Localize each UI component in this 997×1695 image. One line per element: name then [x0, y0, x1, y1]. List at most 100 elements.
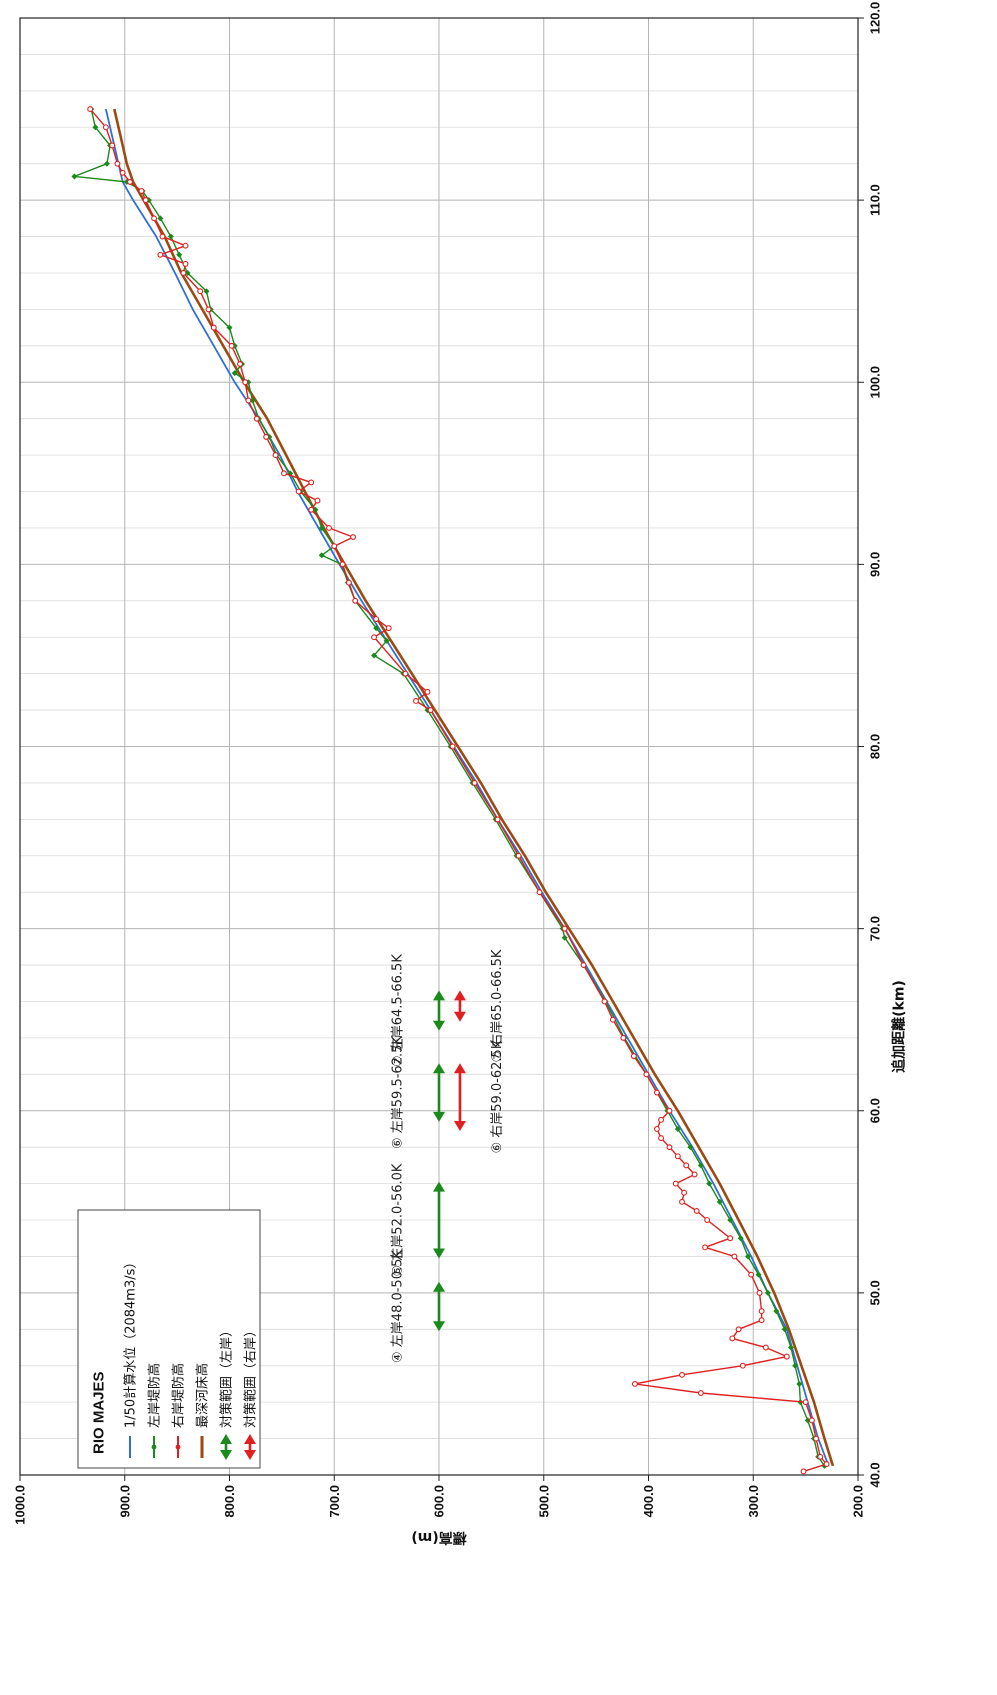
right-bank-point [87, 106, 94, 113]
right-bank-point [515, 852, 522, 859]
right-bank-point [237, 361, 243, 367]
right-bank-point [242, 379, 249, 386]
right-bank-point [658, 1116, 665, 1123]
right-bank-point [630, 1053, 637, 1060]
right-bank-point [402, 670, 409, 677]
right-bank-point [691, 1171, 698, 1178]
right-bank-point [413, 698, 419, 704]
right-bank-point [823, 1461, 830, 1468]
right-bank-point [295, 488, 302, 495]
range-arrow-1-head-top [433, 1281, 445, 1292]
right-bank-point [494, 816, 501, 823]
right-bank-point [314, 497, 321, 504]
range-arrow-6-head-bottom [453, 1011, 466, 1022]
y-axis-title: 標高(m) [411, 1529, 466, 1546]
right-bank-point [679, 1371, 685, 1378]
left-bank-point [804, 1417, 811, 1424]
right-bank-point [748, 1271, 755, 1278]
right-bank-point [653, 1126, 660, 1132]
range-arrow-6-head-top [453, 990, 466, 1001]
right-bank-point [371, 634, 378, 641]
range-label-5: ⑥ 右岸59.0-62.5K [490, 1040, 505, 1153]
right-bank-point [813, 1435, 820, 1442]
right-bank-point [253, 415, 260, 422]
left-bank-point [706, 1180, 713, 1187]
left-bank-point [167, 233, 174, 240]
right-bank-point [783, 1353, 790, 1360]
left-bank-point [203, 288, 210, 295]
right-bank-point [263, 433, 270, 440]
right-bank-point [245, 397, 252, 404]
right-bank-point [326, 524, 332, 531]
y-tick-label: 300.0 [746, 1485, 761, 1518]
right-bank-point [102, 124, 109, 131]
right-bank-point [758, 1308, 765, 1315]
range-label-6: ⑦ 右岸65.0-66.5K [490, 949, 505, 1062]
left-bank-point [745, 1253, 752, 1260]
right-bank-point [182, 242, 189, 249]
right-bank-point [808, 1417, 815, 1424]
right-bank-point [679, 1198, 685, 1205]
right-bank-point [331, 543, 338, 550]
left-bank-point [796, 1380, 803, 1387]
right-bank-point [666, 1144, 673, 1151]
right-bank-point [683, 1162, 690, 1169]
legend-label-5: 対策範囲（左岸） [219, 1324, 235, 1428]
right-bank-point [727, 1235, 734, 1242]
left-bank-point [716, 1198, 723, 1205]
y-tick-label: 500.0 [536, 1485, 551, 1518]
right-bank-point [109, 142, 116, 149]
legend-arrow-6-head-top [244, 1434, 256, 1444]
axis-ticks: 40.0 50.0 60.0 70.0 80.0 90.0 100.0 110.0 120.0 2… [13, 2, 883, 1525]
legend-label-3: 右岸堤防高 [171, 1363, 187, 1428]
range-arrow-2-head-top [433, 1181, 445, 1192]
left-bank-point [184, 269, 191, 276]
right-bank-point [308, 479, 315, 486]
right-bank-point [601, 998, 608, 1005]
right-bank-point [449, 743, 456, 750]
right-bank-point [210, 324, 217, 331]
x-tick-label: 40.0 [868, 1462, 883, 1487]
right-bank-point [471, 779, 478, 786]
range-arrow-4-head-bottom [433, 1020, 445, 1031]
range-arrow-2-head-bottom [433, 1248, 445, 1259]
legend-marker-3 [175, 1444, 181, 1450]
range-label-4: ⑦ 左岸64.5-66.5K [391, 954, 406, 1067]
legend-title: RIO MAJES [90, 1371, 107, 1454]
right-bank-point [800, 1468, 807, 1475]
y-tick-label: 1000.0 [13, 1485, 28, 1525]
right-bank-point [643, 1071, 650, 1078]
right-bank-point [762, 1344, 769, 1351]
range-label-2: ⑤ 左岸52.0-56.0K [391, 1163, 406, 1276]
range-label-3: ⑥ 左岸59.5-62.5K [391, 1036, 406, 1149]
legend-box [77, 1209, 261, 1469]
right-bank-point [350, 534, 357, 541]
right-bank-point [739, 1362, 746, 1369]
x-tick-label: 60.0 [868, 1098, 883, 1123]
left-bank-point [737, 1235, 744, 1242]
left-bank-point [249, 397, 256, 404]
left-bank-point [727, 1217, 734, 1224]
right-bank-point [308, 506, 315, 513]
right-bank-point [702, 1244, 709, 1251]
right-bank-point [672, 1180, 679, 1187]
legend-arrow-6-head-bottom [244, 1450, 256, 1460]
left-bank-point [157, 215, 164, 222]
legend-label-6: 対策範囲（右岸） [243, 1324, 259, 1428]
right-bank-point [758, 1317, 765, 1324]
data-series [71, 106, 835, 1475]
right-bank-point [580, 962, 587, 968]
range-label-1: ④ 左岸48.0-50.5K [391, 1250, 406, 1363]
x-tick-label: 120.0 [868, 2, 883, 35]
right-bank-point [735, 1326, 742, 1333]
left-bank-point [226, 324, 233, 331]
range-arrow-4-head-top [433, 990, 445, 1001]
right-bank-point [142, 197, 149, 204]
left-bank-point [103, 160, 110, 167]
y-tick-label: 600.0 [432, 1485, 447, 1518]
right-bank-point [729, 1335, 736, 1342]
right-bank-point [666, 1107, 673, 1114]
y-tick-label: 900.0 [117, 1485, 132, 1518]
right-bank-point [373, 616, 380, 622]
left-bank-point [318, 524, 325, 531]
